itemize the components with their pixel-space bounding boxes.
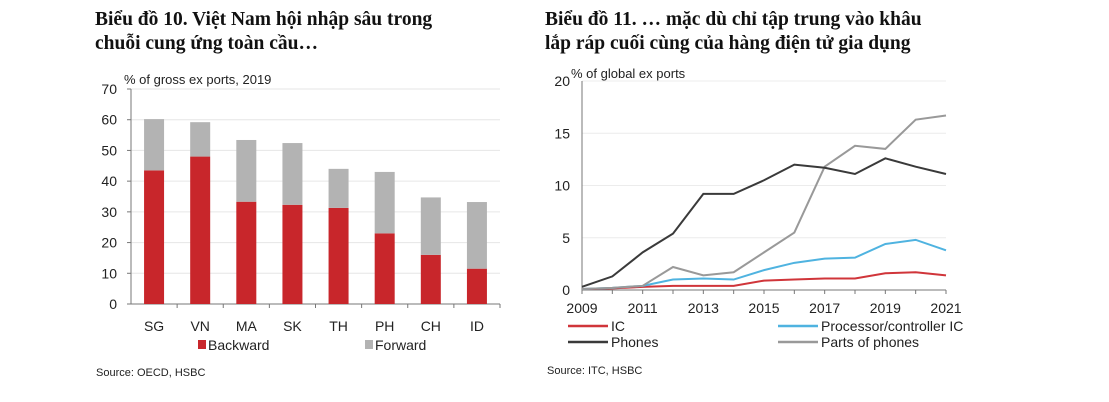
chart10-title-line1: Biểu đồ 10. Việt Nam hội nhập sâu trong [95,9,433,30]
x-tick-label: ID [470,318,484,334]
y-tick-label: 20 [554,73,570,89]
x-tick-label: CH [421,318,441,334]
bar-backward-ph [374,233,395,304]
y-tick-label: 0 [109,296,117,312]
bar-forward-ma [236,139,257,202]
x-tick-label: 2009 [566,300,597,316]
legend-label-parts-of-phones: Parts of phones [821,334,919,350]
chart11-title: Biểu đồ 11. … mặc dù chỉ tập trung vào k… [545,8,922,56]
x-tick-label: MA [236,318,258,334]
line-parts-of-phones [581,114,947,290]
legend-swatch-backward [198,340,206,349]
bar-forward-ch [420,197,441,255]
legend-label-processor-controller-ic: Processor/controller IC [821,318,963,334]
x-tick-label: VN [190,318,209,334]
x-tick-label: 2019 [870,300,901,316]
y-tick-label: 0 [562,282,570,298]
bar-backward-sg [144,170,165,304]
legend-label-ic: IC [611,318,625,334]
chart10-title-line2: chuỗi cung ứng toàn cầu… [95,33,318,54]
y-tick-label: 60 [101,112,117,128]
y-tick-label: 20 [101,235,117,251]
chart11-ylabel: % of global ex ports [571,66,686,81]
x-tick-label: 2015 [748,300,779,316]
y-tick-label: 70 [101,81,117,97]
bar-backward-ma [236,201,257,304]
bar-forward-id [466,202,487,269]
bar-backward-vn [190,156,211,304]
chart10-title: Biểu đồ 10. Việt Nam hội nhập sâu trong … [95,8,432,56]
line-ic [581,271,947,290]
bar-backward-sk [282,204,303,304]
x-tick-label: 2017 [809,300,840,316]
y-tick-label: 30 [101,204,117,220]
legend-label-backward: Backward [208,337,269,353]
x-tick-label: TH [329,318,348,334]
bar-forward-sg [144,119,165,171]
chart11-title-line2: lắp ráp cuối cùng của hàng điện tử gia d… [545,33,911,54]
x-tick-label: SK [283,318,302,334]
legend-swatch-forward [365,340,373,349]
chart11-source: Source: ITC, HSBC [547,365,642,377]
legend-label-phones: Phones [611,334,658,350]
chart11-title-line1: Biểu đồ 11. … mặc dù chỉ tập trung vào k… [545,9,922,30]
y-tick-label: 10 [554,178,570,194]
bar-forward-ph [374,171,395,234]
x-tick-label: SG [144,318,164,334]
x-tick-label: 2021 [930,300,961,316]
x-tick-label: 2011 [628,300,658,316]
bar-forward-vn [190,122,211,157]
bar-backward-th [328,207,349,304]
chart10-source: Source: OECD, HSBC [96,367,205,379]
x-tick-label: PH [375,318,394,334]
legend-label-forward: Forward [375,337,426,353]
bar-backward-id [466,268,487,304]
bar-forward-th [328,168,349,208]
y-tick-label: 40 [101,173,117,189]
y-tick-label: 50 [101,142,117,158]
y-tick-label: 10 [101,265,117,281]
y-tick-label: 5 [562,230,570,246]
y-tick-label: 15 [554,125,570,141]
bar-backward-ch [420,254,441,304]
bar-forward-sk [282,143,303,205]
chart10-ylabel: % of gross ex ports, 2019 [124,72,271,87]
line-phones [581,157,947,288]
x-tick-label: 2013 [688,300,719,316]
